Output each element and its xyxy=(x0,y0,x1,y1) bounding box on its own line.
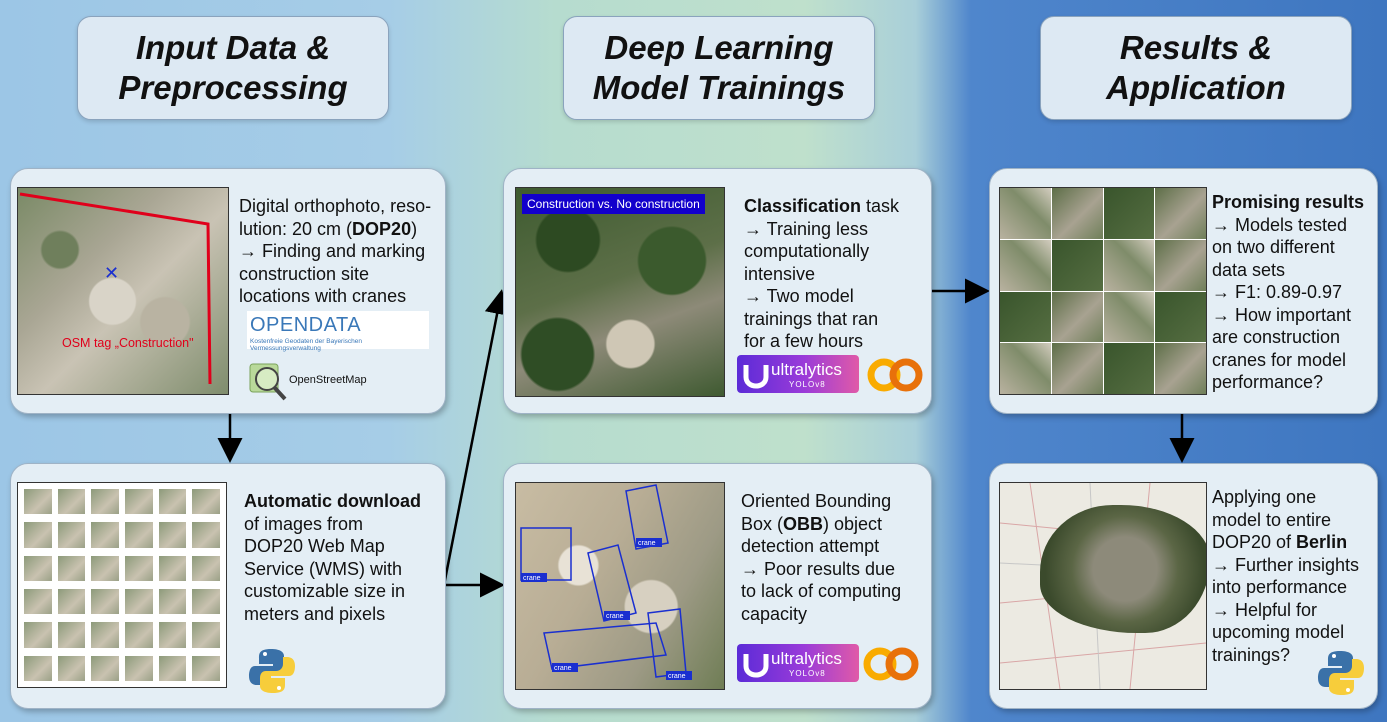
card-input-data: ✕ OSM tag „Construction" Digital orthoph… xyxy=(10,168,446,414)
results-image-grid xyxy=(999,187,1207,395)
python-logo-icon xyxy=(249,649,295,693)
python-logo-icon xyxy=(1318,651,1364,695)
card-promising-results: Promising results → Models tested on two… xyxy=(989,168,1378,414)
ultralytics-icon xyxy=(743,654,769,678)
classification-label: Construction vs. No construction xyxy=(522,194,705,214)
magnifier-map-icon xyxy=(249,363,287,401)
berlin-area xyxy=(1040,505,1206,633)
download-description: Automatic download of images from DOP20 … xyxy=(244,491,421,624)
header-results: Results & Application xyxy=(1040,16,1352,120)
downloaded-images-thumbnails xyxy=(17,482,227,688)
orthophoto-image: ✕ OSM tag „Construction" xyxy=(17,187,229,395)
osm-tag-label: OSM tag „Construction" xyxy=(62,336,194,350)
classification-description: Classification task → Training less comp… xyxy=(744,196,900,351)
ultralytics-logo: ultralytics YOLOv8 xyxy=(737,644,859,682)
input-description: Digital orthophoto, reso- lution: 20 cm … xyxy=(239,196,432,306)
card-obb-detection: crane crane crane crane crane Oriented B… xyxy=(503,463,932,709)
opendata-logo: OPENDATA Kostenfreie Geodaten der Bayeri… xyxy=(247,311,429,352)
ultralytics-logo: ultralytics YOLOv8 xyxy=(737,355,859,393)
crane-label: crane xyxy=(554,665,572,672)
card-berlin-application: Applying one model to entire DOP20 of Be… xyxy=(989,463,1378,709)
openstreetmap-logo: OpenStreetMap xyxy=(247,361,377,401)
berlin-description: Applying one model to entire DOP20 of Be… xyxy=(1212,487,1360,665)
classification-image: Construction vs. No construction xyxy=(515,187,725,397)
results-description: Promising results → Models tested on two… xyxy=(1212,192,1365,392)
svg-text:✕: ✕ xyxy=(104,263,119,283)
card-automatic-download: Automatic download of images from DOP20 … xyxy=(10,463,446,709)
header-input-data: Input Data & Preprocessing xyxy=(77,16,389,120)
ultralytics-icon xyxy=(743,365,769,389)
crane-label: crane xyxy=(606,613,624,620)
crane-label: crane xyxy=(523,575,541,582)
card-classification: Construction vs. No construction Classif… xyxy=(503,168,932,414)
obb-description: Oriented Bounding Box (OBB) object detec… xyxy=(741,491,902,624)
berlin-map-image xyxy=(999,482,1207,690)
crane-label: crane xyxy=(668,673,686,680)
header-deep-learning: Deep Learning Model Trainings xyxy=(563,16,875,120)
crane-label: crane xyxy=(638,540,656,547)
colab-logo-icon xyxy=(867,358,923,392)
arrow-download-to-classification xyxy=(442,289,510,586)
obb-detection-image: crane crane crane crane crane xyxy=(515,482,725,690)
colab-logo-icon xyxy=(863,647,919,681)
